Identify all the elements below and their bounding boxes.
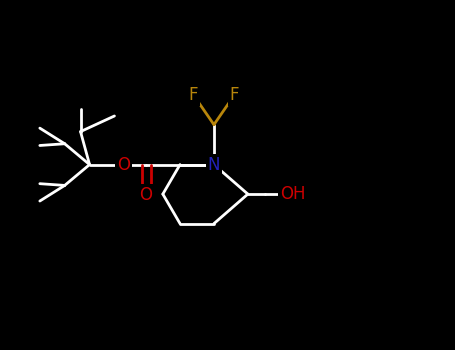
Text: F: F [229,86,239,104]
Text: F: F [189,86,198,104]
Text: O: O [117,156,130,174]
Text: OH: OH [280,185,306,203]
Text: N: N [207,156,220,174]
Text: O: O [140,186,152,204]
